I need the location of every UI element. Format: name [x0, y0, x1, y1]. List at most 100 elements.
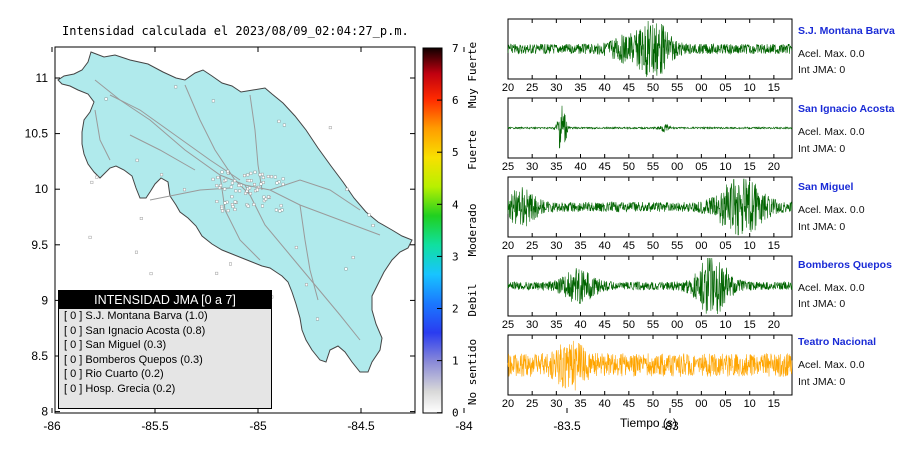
- colorbar-label: Fuerte: [466, 130, 479, 170]
- time-tick-label: 05: [719, 398, 731, 410]
- station-marker: [238, 189, 242, 193]
- time-tick-label: 10: [744, 398, 756, 410]
- station-marker: [215, 184, 219, 188]
- station-marker: [274, 208, 278, 212]
- station-accel: Acel. Max. 0.0: [798, 282, 865, 294]
- map-y-tick-label: 8.5: [31, 349, 48, 363]
- legend-title: INTENSIDAD JMA [0 a 7]: [59, 291, 271, 309]
- station-marker: [261, 181, 265, 184]
- time-tick-label: 40: [574, 161, 586, 173]
- station-marker: [345, 187, 349, 191]
- station-marker: [229, 262, 232, 266]
- time-tick-label: 50: [623, 161, 635, 173]
- waveform-trace: [507, 257, 793, 315]
- legend-item: [ 0 ] S.J. Montana Barva (1.0): [64, 310, 208, 322]
- colorbar-tick-label: 3: [452, 250, 459, 263]
- station-marker: [139, 217, 143, 220]
- station-intensity: Int JMA: 0: [798, 376, 846, 388]
- map-y-tick-label: 9: [41, 293, 48, 307]
- time-tick-label: 10: [719, 319, 731, 331]
- station-intensity: Int JMA: 0: [798, 298, 846, 310]
- legend-item: [ 0 ] Hosp. Grecia (0.2): [64, 382, 176, 395]
- station-marker: [246, 204, 250, 208]
- colorbar-tick-label: 0: [452, 407, 459, 420]
- time-tick-label: 40: [574, 319, 586, 331]
- road-line: [249, 94, 263, 191]
- station-marker: [90, 180, 94, 184]
- time-tick-label: 35: [550, 319, 562, 331]
- time-tick-label: 45: [599, 161, 611, 173]
- station-marker: [230, 195, 234, 199]
- station-marker: [259, 182, 263, 186]
- map-x-tick-label: -85.5: [141, 419, 169, 433]
- map-y-tick-label: 10.5: [25, 127, 49, 141]
- time-tick-label: 25: [526, 240, 538, 252]
- station-marker: [234, 189, 238, 193]
- time-tick-label: 20: [502, 82, 514, 94]
- map-y-tick-label: 11: [36, 71, 49, 85]
- station-marker: [253, 170, 257, 174]
- road-line: [299, 204, 319, 301]
- station-name: S.J. Montana Barva: [798, 25, 895, 37]
- road-line: [109, 94, 241, 181]
- time-tick-label: 20: [768, 161, 780, 173]
- road-line: [269, 179, 361, 211]
- time-tick-label: 25: [502, 319, 514, 331]
- station-marker: [160, 173, 164, 177]
- time-tick-label: 15: [768, 398, 780, 410]
- station-marker: [149, 272, 153, 276]
- time-tick-label: 45: [623, 240, 635, 252]
- time-tick-label: 30: [526, 319, 538, 331]
- station-marker: [266, 175, 270, 178]
- station-marker: [88, 235, 92, 239]
- time-tick-label: 05: [695, 319, 707, 331]
- time-tick-label: 45: [623, 82, 635, 94]
- station-marker: [229, 185, 233, 189]
- station-marker: [281, 177, 285, 181]
- seismogram-panels: 20 25 30 35 40 45 50 55 00 05 10 15 25 30 35 40 45 50 55 00…: [502, 18, 793, 410]
- waveform-trace: [507, 105, 793, 149]
- station-intensity: Int JMA: 0: [798, 221, 846, 233]
- station-marker: [243, 174, 246, 178]
- station-name: Teatro Nacional: [798, 336, 876, 348]
- station-marker: [275, 181, 279, 185]
- road-line: [219, 174, 261, 261]
- station-marker: [281, 182, 285, 186]
- time-tick-label: 50: [623, 319, 635, 331]
- colorbar-tick-label: 1: [452, 355, 459, 368]
- time-tick-label: 05: [719, 82, 731, 94]
- time-tick-label: 35: [550, 161, 562, 173]
- station-marker: [211, 177, 215, 181]
- station-marker: [95, 175, 99, 179]
- time-tick-label: 05: [719, 240, 731, 252]
- time-tick-label: 40: [599, 398, 611, 410]
- legend-item: [ 0 ] Rio Cuarto (0.2): [64, 368, 164, 380]
- station-marker: [261, 176, 265, 180]
- time-tick-label: 30: [550, 82, 562, 94]
- station-marker: [134, 250, 138, 254]
- colorbar-label: No sentido: [466, 339, 479, 405]
- station-marker: [282, 123, 286, 127]
- time-tick-label: 05: [695, 161, 707, 173]
- station-marker: [248, 186, 252, 190]
- time-tick-label: 00: [695, 398, 707, 410]
- waveform-trace: [507, 340, 793, 391]
- station-marker: [367, 213, 371, 217]
- legend-item: [ 0 ] San Miguel (0.3): [64, 339, 167, 351]
- station-marker: [221, 209, 224, 213]
- station-marker: [247, 179, 251, 183]
- time-tick-label: 35: [574, 240, 586, 252]
- time-tick-label: 15: [768, 82, 780, 94]
- time-tick-label: 45: [599, 319, 611, 331]
- time-tick-label: 15: [744, 319, 756, 331]
- map-y-tick-label: 10: [35, 182, 49, 196]
- colorbar-tick-label: 2: [452, 303, 459, 316]
- map-x-tick-label: -83.5: [553, 419, 581, 433]
- station-marker: [294, 245, 298, 249]
- station-marker: [262, 199, 266, 203]
- time-tick-label: 50: [647, 398, 659, 410]
- road-line: [244, 184, 361, 341]
- seismogram-panel: 25 30 35 40 45 50 55 00 05 10 15 20: [502, 97, 793, 173]
- costa-rica-landmass: [57, 51, 413, 373]
